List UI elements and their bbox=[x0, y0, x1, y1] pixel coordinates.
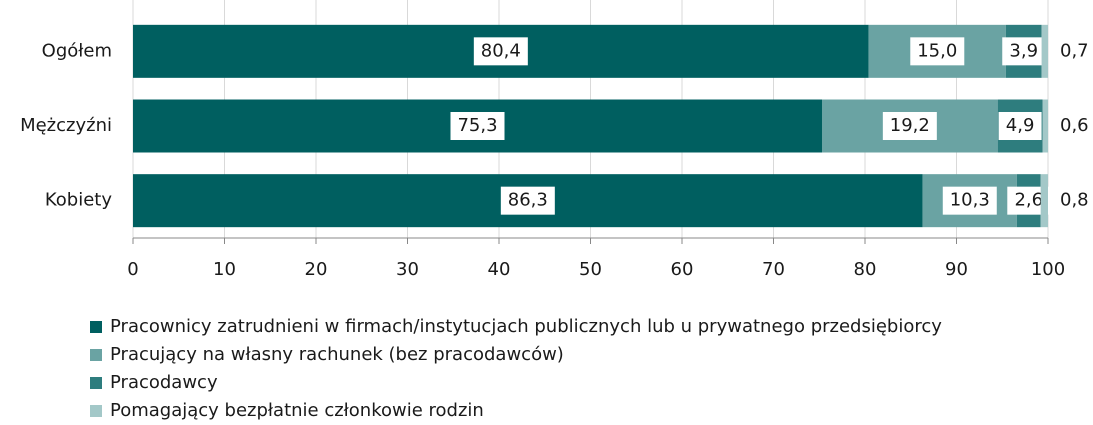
value-label: 4,9 bbox=[1006, 115, 1035, 136]
legend-swatch bbox=[90, 321, 102, 333]
bar-segment bbox=[1042, 99, 1048, 153]
value-label-box bbox=[882, 112, 937, 140]
legend-swatch bbox=[90, 377, 102, 389]
value-label: 3,9 bbox=[1009, 40, 1038, 61]
bar-segment bbox=[1041, 24, 1048, 78]
x-tick-label: 90 bbox=[945, 259, 968, 280]
y-tick-label: Kobiety bbox=[45, 190, 112, 211]
x-tick-label: 60 bbox=[671, 259, 694, 280]
value-label: 19,2 bbox=[890, 115, 930, 136]
legend-label: Pomagający bezpłatnie członkowie rodzin bbox=[110, 400, 484, 421]
x-tick-label: 70 bbox=[762, 259, 785, 280]
value-label-box bbox=[910, 37, 965, 66]
value-label-box bbox=[942, 186, 997, 215]
x-tick-label: 40 bbox=[488, 259, 511, 280]
x-tick-label: 50 bbox=[579, 259, 602, 280]
value-label: 2,6 bbox=[1014, 190, 1043, 211]
x-tick-label: 20 bbox=[305, 259, 328, 280]
x-tick-label: 30 bbox=[396, 259, 419, 280]
y-tick-label: Ogółem bbox=[42, 40, 112, 61]
bar-segment bbox=[1040, 174, 1048, 228]
x-tick-label: 0 bbox=[127, 259, 138, 280]
y-tick-label: Mężczyźni bbox=[20, 115, 112, 136]
value-label: 0,7 bbox=[1060, 40, 1089, 61]
value-label: 75,3 bbox=[457, 115, 497, 136]
value-label-box bbox=[500, 186, 555, 215]
value-label-box bbox=[998, 112, 1042, 140]
value-label-box bbox=[450, 112, 505, 140]
legend-label: Pracodawcy bbox=[110, 372, 218, 393]
value-label: 15,0 bbox=[917, 40, 957, 61]
legend-swatch bbox=[90, 405, 102, 417]
value-label: 86,3 bbox=[508, 190, 548, 211]
legend-label: Pracujący na własny rachunek (bez pracod… bbox=[110, 344, 564, 365]
value-label: 80,4 bbox=[481, 40, 521, 61]
value-label: 0,6 bbox=[1060, 115, 1089, 136]
x-tick-label: 10 bbox=[213, 259, 236, 280]
legend-label: Pracownicy zatrudnieni w firmach/instytu… bbox=[110, 316, 942, 337]
value-label-box bbox=[1002, 37, 1046, 66]
value-label: 10,3 bbox=[950, 190, 990, 211]
value-label: 0,8 bbox=[1060, 190, 1089, 211]
x-tick-label: 100 bbox=[1031, 259, 1065, 280]
value-label-box bbox=[473, 37, 528, 66]
legend-swatch bbox=[90, 349, 102, 361]
x-tick-label: 80 bbox=[854, 259, 877, 280]
